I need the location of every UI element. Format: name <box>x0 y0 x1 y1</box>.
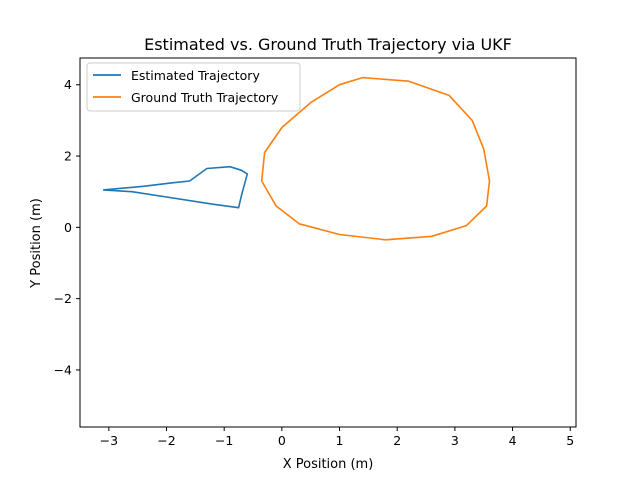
x-tick-label: −2 <box>157 433 175 448</box>
y-axis: −4 −2 0 2 4 <box>54 77 80 377</box>
x-tick-label: 1 <box>336 433 344 448</box>
chart-title: Estimated vs. Ground Truth Trajectory vi… <box>144 35 512 54</box>
legend: Estimated Trajectory Ground Truth Trajec… <box>86 62 301 112</box>
x-tick-label: 3 <box>451 433 459 448</box>
legend-label-estimated: Estimated Trajectory <box>131 68 260 83</box>
plot-frame <box>79 57 577 428</box>
x-tick-label: −1 <box>215 433 233 448</box>
x-tick-label: 5 <box>566 433 574 448</box>
y-tick-label: 2 <box>64 149 72 164</box>
x-tick-label: −3 <box>100 433 118 448</box>
x-axis: −3 −2 −1 0 1 2 3 4 5 <box>100 427 574 448</box>
x-tick-label: 0 <box>278 433 286 448</box>
legend-label-ground-truth: Ground Truth Trajectory <box>131 90 279 105</box>
series-ground-truth-trajectory <box>260 76 491 241</box>
series-estimated-trajectory <box>103 165 249 209</box>
x-tick-label: 2 <box>393 433 401 448</box>
series-layer <box>103 76 491 241</box>
y-axis-label: Y Position (m) <box>29 198 44 289</box>
y-tick-label: 4 <box>64 77 72 92</box>
legend-box <box>86 62 301 112</box>
x-tick-label: 4 <box>509 433 517 448</box>
x-axis-label: X Position (m) <box>283 457 374 472</box>
plot-area <box>79 57 577 428</box>
y-tick-label: −2 <box>54 291 72 306</box>
y-tick-label: 0 <box>64 220 72 235</box>
y-tick-label: −4 <box>54 362 72 377</box>
